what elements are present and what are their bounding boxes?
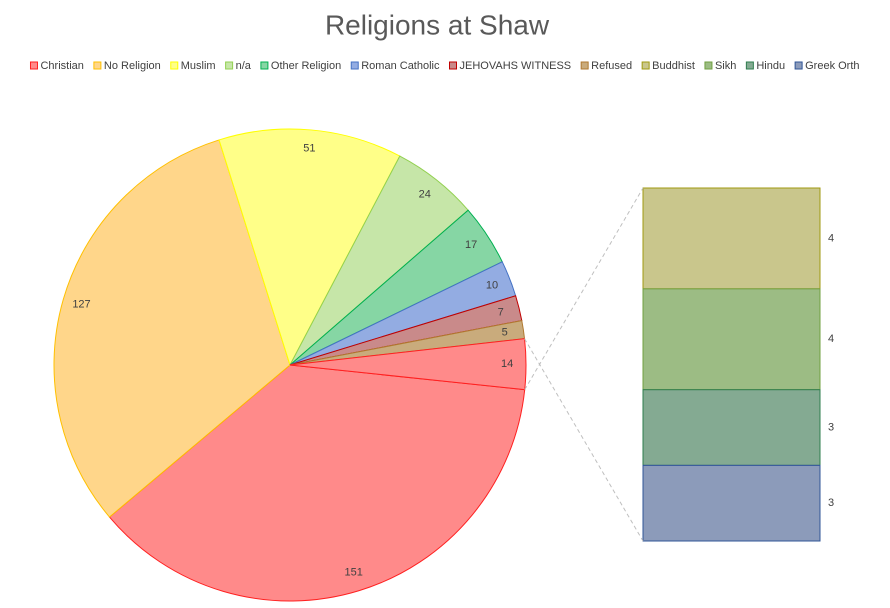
legend-swatch <box>93 61 102 70</box>
legend-label: Greek Orth <box>805 60 859 72</box>
legend-swatch <box>260 61 269 70</box>
legend-label: Roman Catholic <box>361 60 440 72</box>
bar-segment <box>642 187 821 290</box>
data-label: 10 <box>486 279 498 291</box>
data-label: 3 <box>828 497 834 509</box>
legend-label: Refused <box>591 60 632 72</box>
data-label: 51 <box>303 143 315 155</box>
data-label: 24 <box>419 189 431 201</box>
data-label: 4 <box>828 333 834 345</box>
legend-swatch <box>449 61 457 70</box>
legend-swatch <box>580 61 589 70</box>
connector-line <box>524 187 644 390</box>
legend-swatch <box>225 61 234 70</box>
bar-segment <box>642 288 821 391</box>
legend-label: n/a <box>236 60 252 72</box>
pie-slice <box>53 139 291 518</box>
data-label: 4 <box>828 232 834 244</box>
legend-label: Buddhist <box>652 60 695 72</box>
data-label: 151 <box>344 566 362 578</box>
legend-label: Other Religion <box>271 60 341 72</box>
legend-swatch <box>29 61 38 70</box>
legend-label: Christian <box>40 60 83 72</box>
bar-segment <box>642 464 821 542</box>
data-label: 14 <box>501 358 513 370</box>
pie-slice <box>108 364 526 602</box>
connector-line <box>524 338 644 542</box>
legend-label: Sikh <box>715 60 736 72</box>
legend-swatch <box>794 61 803 70</box>
data-label: 5 <box>502 326 508 338</box>
legend-swatch <box>170 61 179 70</box>
legend-swatch <box>704 61 713 70</box>
pie-slice <box>218 128 401 367</box>
legend-label: No Religion <box>104 60 161 72</box>
chart-title: Religions at Shaw <box>325 9 550 40</box>
data-label: 7 <box>498 307 504 319</box>
legend-swatch <box>745 61 754 70</box>
data-label: 3 <box>828 421 834 433</box>
bar-segment <box>642 389 821 466</box>
legend-swatch <box>641 61 650 70</box>
data-label: 127 <box>72 298 90 310</box>
legend-swatch <box>350 61 359 70</box>
legend-label: Muslim <box>181 60 216 72</box>
legend-label: Hindu <box>756 60 785 72</box>
legend-label: JEHOVAHS WITNESS <box>460 60 572 72</box>
data-label: 17 <box>465 239 477 251</box>
